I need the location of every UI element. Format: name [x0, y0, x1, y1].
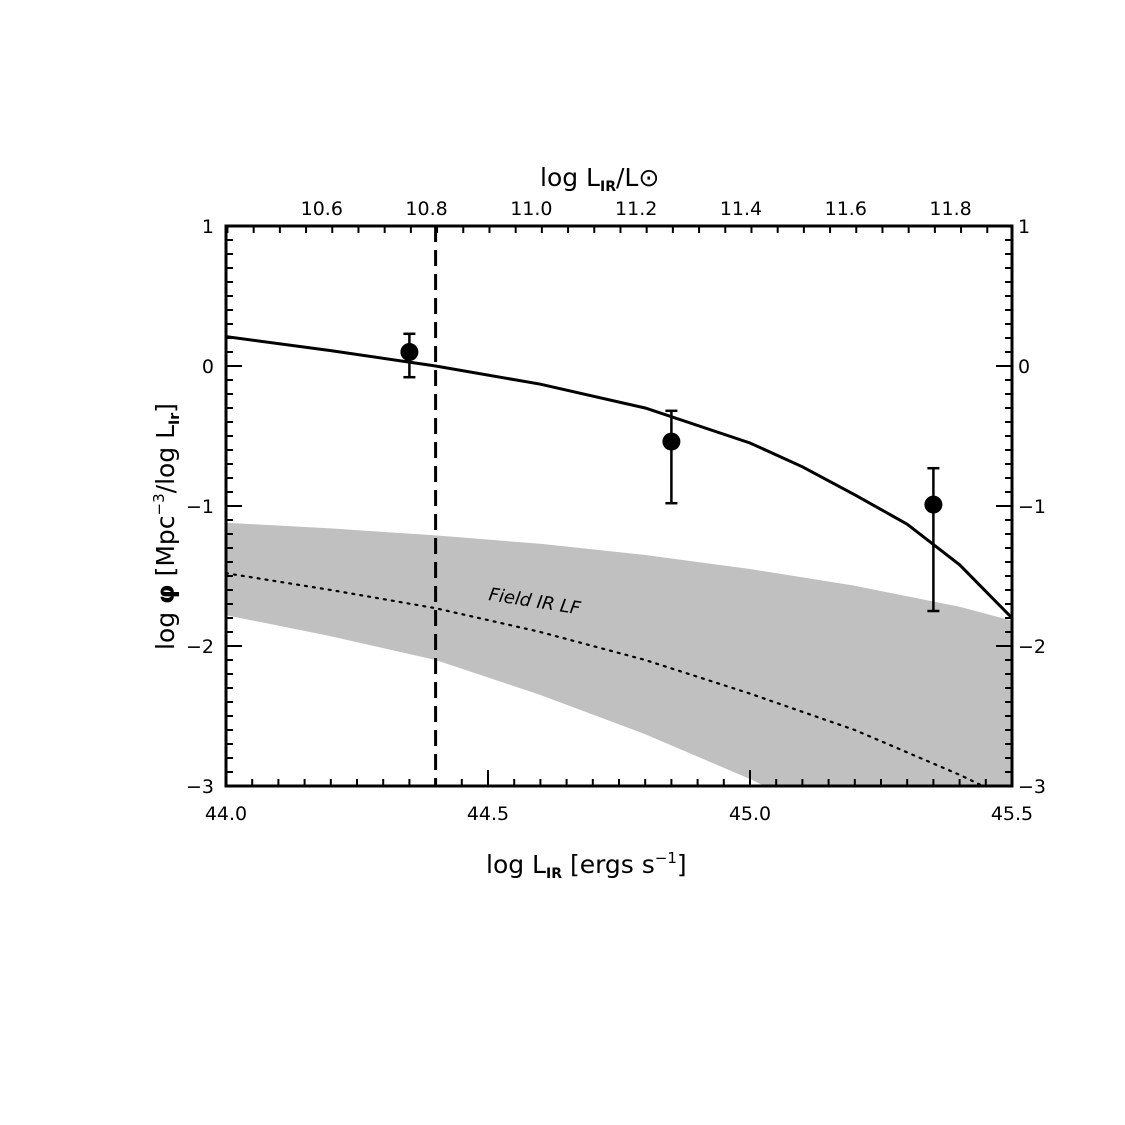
data-point — [924, 495, 943, 514]
series-layer — [226, 226, 1012, 786]
ticks-layer: 44.0 44.5 45.0 45.5 10.6 10.8 11.0 11.2 11.4 11.6… — [186, 198, 1046, 825]
x-tick-label: 44.5 — [467, 803, 509, 825]
y-tick-label-left: −1 — [186, 496, 214, 518]
data-point — [662, 432, 681, 451]
top-tick-label: 11.6 — [825, 198, 867, 220]
y-tick-label-right: 0 — [1018, 356, 1030, 378]
x-tick-label: 45.0 — [729, 803, 771, 825]
y-tick-label-left: −2 — [186, 636, 214, 658]
y-tick-label-right: −1 — [1018, 496, 1046, 518]
y-tick-label-left: 1 — [202, 216, 214, 238]
y-tick-label-right: 1 — [1018, 216, 1030, 238]
y-tick-label-left: 0 — [202, 356, 214, 378]
y-tick-label-right: −3 — [1018, 776, 1046, 798]
data-point — [400, 343, 419, 361]
top-tick-label: 11.0 — [510, 198, 552, 220]
field-lf-uncertainty-band-layer — [226, 522, 1012, 786]
top-tick-label: 10.6 — [301, 198, 343, 220]
top-tick-label: 10.8 — [405, 198, 447, 220]
model-curve — [226, 335, 1012, 620]
top-tick-label: 11.2 — [615, 198, 657, 220]
field-lf-uncertainty-band — [226, 522, 1012, 786]
bottom-axis-title: log LIR [ergs s−1] — [486, 849, 687, 882]
y-tick-label-right: −2 — [1018, 636, 1046, 658]
y-axis-title: log φ [Mpc−3/log LIr] — [150, 403, 183, 650]
top-tick-label: 11.4 — [720, 198, 762, 220]
data-points-layer — [400, 332, 943, 613]
y-tick-label-left: −3 — [186, 776, 214, 798]
top-tick-label: 11.8 — [929, 198, 971, 220]
x-tick-label: 44.0 — [205, 803, 247, 825]
x-tick-label: 45.5 — [991, 803, 1033, 825]
top-axis-title: log LIR/L⊙ — [540, 163, 659, 195]
